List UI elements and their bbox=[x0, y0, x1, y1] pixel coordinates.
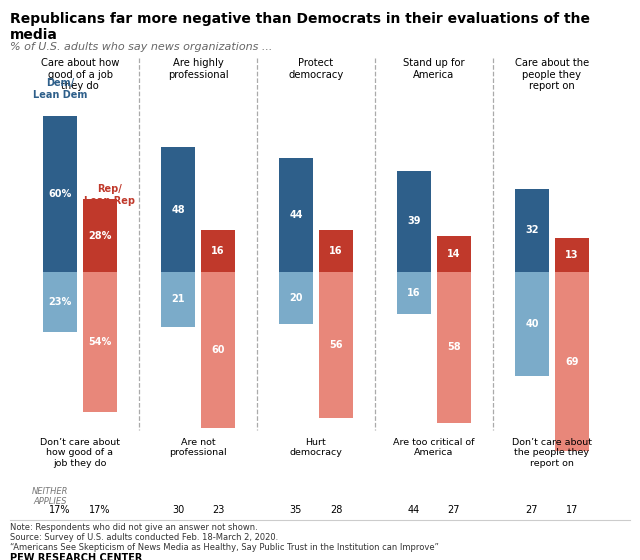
Text: Source: Survey of U.S. adults conducted Feb. 18-March 2, 2020.: Source: Survey of U.S. adults conducted … bbox=[10, 533, 278, 542]
Text: 14: 14 bbox=[447, 249, 461, 259]
Text: “Americans See Skepticism of News Media as Healthy, Say Public Trust in the Inst: “Americans See Skepticism of News Media … bbox=[10, 543, 439, 552]
Bar bbox=[397, 171, 431, 272]
Text: 16: 16 bbox=[211, 246, 225, 256]
Bar bbox=[201, 230, 235, 272]
Text: 58: 58 bbox=[447, 342, 461, 352]
Bar bbox=[319, 272, 353, 418]
Bar bbox=[279, 157, 313, 272]
Text: 54%: 54% bbox=[88, 337, 111, 347]
Bar bbox=[83, 272, 117, 412]
Bar bbox=[161, 147, 195, 272]
Text: Note: Respondents who did not give an answer not shown.: Note: Respondents who did not give an an… bbox=[10, 523, 258, 532]
Text: % of U.S. adults who say news organizations ...: % of U.S. adults who say news organizati… bbox=[10, 42, 273, 52]
Text: 44: 44 bbox=[289, 210, 303, 220]
Text: 40: 40 bbox=[525, 319, 539, 329]
Bar bbox=[201, 272, 235, 428]
Bar bbox=[319, 230, 353, 272]
Text: Care about the
people they
report on: Care about the people they report on bbox=[515, 58, 589, 91]
Text: Hurt
democracy: Hurt democracy bbox=[289, 438, 342, 458]
Text: Don’t care about
how good of a
job they do: Don’t care about how good of a job they … bbox=[40, 438, 120, 468]
Text: 23: 23 bbox=[212, 505, 224, 515]
Text: 44: 44 bbox=[408, 505, 420, 515]
Text: 39: 39 bbox=[407, 216, 420, 226]
Bar bbox=[161, 272, 195, 326]
Text: Stand up for
America: Stand up for America bbox=[403, 58, 465, 80]
Text: 27: 27 bbox=[525, 505, 538, 515]
Bar bbox=[555, 272, 589, 451]
Text: Are too critical of
America: Are too critical of America bbox=[393, 438, 475, 458]
Text: 28%: 28% bbox=[88, 231, 112, 241]
Bar bbox=[515, 189, 549, 272]
Text: Are not
professional: Are not professional bbox=[169, 438, 227, 458]
Text: NEITHER
APPLIES: NEITHER APPLIES bbox=[32, 487, 68, 506]
Bar bbox=[43, 116, 77, 272]
Text: 28: 28 bbox=[330, 505, 342, 515]
Bar bbox=[43, 272, 77, 332]
Bar bbox=[515, 272, 549, 376]
Text: 48: 48 bbox=[171, 204, 185, 214]
Text: Republicans far more negative than Democrats in their evaluations of the media: Republicans far more negative than Democ… bbox=[10, 12, 590, 42]
Text: Dem/
Lean Dem: Dem/ Lean Dem bbox=[33, 78, 87, 100]
Text: Are highly
professional: Are highly professional bbox=[168, 58, 228, 80]
Bar bbox=[437, 272, 471, 423]
Text: 20: 20 bbox=[289, 293, 303, 303]
Text: 23%: 23% bbox=[49, 297, 72, 307]
Text: 17: 17 bbox=[566, 505, 578, 515]
Bar bbox=[555, 238, 589, 272]
Bar bbox=[279, 272, 313, 324]
Text: 35: 35 bbox=[290, 505, 302, 515]
Bar bbox=[437, 236, 471, 272]
Text: Don’t care about
the people they
report on: Don’t care about the people they report … bbox=[512, 438, 592, 468]
Text: 56: 56 bbox=[329, 340, 343, 350]
Text: 69: 69 bbox=[565, 357, 579, 367]
Text: 32: 32 bbox=[525, 225, 539, 235]
Text: 16: 16 bbox=[329, 246, 343, 256]
Text: 60%: 60% bbox=[49, 189, 72, 199]
Text: 21: 21 bbox=[172, 295, 185, 304]
Text: 30: 30 bbox=[172, 505, 184, 515]
Text: 16: 16 bbox=[407, 288, 420, 298]
Text: Care about how
good of a job
they do: Care about how good of a job they do bbox=[41, 58, 119, 91]
Text: 17%: 17% bbox=[49, 505, 71, 515]
Text: 27: 27 bbox=[448, 505, 460, 515]
Text: Protect
democracy: Protect democracy bbox=[289, 58, 344, 80]
Text: Rep/
Lean Rep: Rep/ Lean Rep bbox=[84, 184, 136, 206]
Text: 17%: 17% bbox=[89, 505, 111, 515]
Text: 13: 13 bbox=[565, 250, 579, 260]
Bar bbox=[397, 272, 431, 314]
Text: 60: 60 bbox=[211, 345, 225, 355]
Bar bbox=[83, 199, 117, 272]
Text: PEW RESEARCH CENTER: PEW RESEARCH CENTER bbox=[10, 553, 142, 560]
